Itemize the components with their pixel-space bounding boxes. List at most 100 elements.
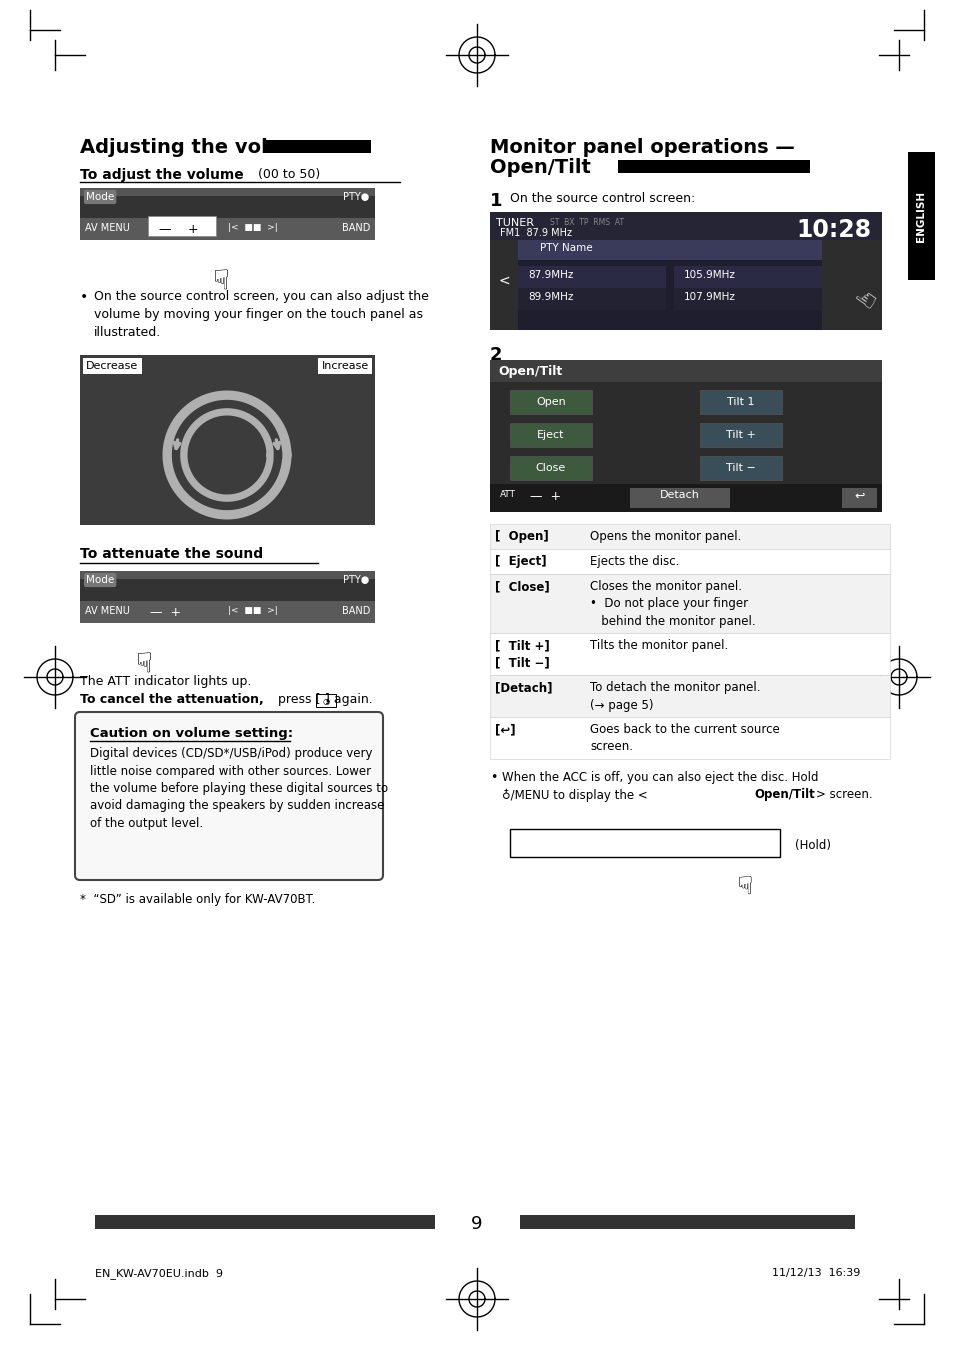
Text: 10:28: 10:28: [796, 218, 871, 242]
Bar: [490, 483, 882, 512]
Bar: [618, 160, 809, 173]
Bar: [510, 390, 592, 414]
Bar: [673, 265, 821, 288]
Bar: [263, 139, 371, 153]
Text: To adjust the volume: To adjust the volume: [80, 168, 244, 181]
Bar: [510, 422, 592, 447]
Text: PTY●: PTY●: [342, 192, 369, 202]
Text: Caution on volume setting:: Caution on volume setting:: [90, 727, 293, 741]
Bar: [490, 524, 889, 548]
Bar: [841, 487, 876, 508]
Bar: [80, 196, 375, 218]
Text: Tilts the monitor panel.: Tilts the monitor panel.: [589, 639, 727, 653]
Text: [  Eject]: [ Eject]: [495, 555, 546, 567]
Bar: [95, 1215, 435, 1229]
Text: 9: 9: [471, 1215, 482, 1233]
Bar: [80, 601, 375, 623]
Bar: [821, 240, 882, 330]
Text: Mode: Mode: [86, 192, 114, 202]
Text: TUNER: TUNER: [496, 218, 534, 227]
Text: Open/Tilt: Open/Tilt: [490, 158, 590, 177]
Text: <: <: [497, 274, 509, 288]
Text: EN_KW-AV70EU.indb  9: EN_KW-AV70EU.indb 9: [95, 1267, 223, 1280]
Text: ☞: ☞: [727, 875, 751, 898]
Text: •: •: [80, 290, 89, 305]
Text: PTY Name: PTY Name: [539, 242, 592, 253]
Text: Tilt +: Tilt +: [725, 431, 755, 440]
Bar: [490, 634, 889, 676]
Bar: [80, 188, 375, 240]
Bar: [80, 580, 375, 601]
Text: On the source control screen:: On the source control screen:: [510, 192, 695, 204]
Text: 2: 2: [490, 347, 502, 364]
Text: ATT: ATT: [499, 490, 516, 500]
Text: Detach: Detach: [659, 490, 700, 500]
Bar: [517, 240, 821, 260]
Text: |<  ■■  >|: |< ■■ >|: [228, 223, 277, 232]
Text: [↩]: [↩]: [495, 723, 515, 737]
Text: •: •: [490, 770, 497, 784]
Text: Monitor panel operations —: Monitor panel operations —: [490, 138, 794, 157]
Text: ST  BX  TP  RMS  AT: ST BX TP RMS AT: [550, 218, 623, 227]
Text: [  Open]: [ Open]: [495, 529, 548, 543]
Bar: [490, 676, 889, 718]
Text: BAND: BAND: [341, 607, 370, 616]
Text: —  +: — +: [530, 490, 560, 502]
Text: To cancel the attenuation,: To cancel the attenuation,: [80, 693, 263, 705]
Text: press [: press [: [274, 693, 320, 705]
Text: [Detach]: [Detach]: [495, 681, 552, 695]
Bar: [700, 456, 781, 481]
Bar: [490, 213, 882, 240]
Text: 11/12/13  16:39: 11/12/13 16:39: [771, 1267, 859, 1278]
Text: ↩: ↩: [854, 490, 864, 502]
Bar: [80, 571, 375, 623]
Text: ] again.: ] again.: [325, 693, 373, 705]
Text: |<  ■■  >|: |< ■■ >|: [228, 607, 277, 615]
Text: Closes the monitor panel.
•  Do not place your finger
   behind the monitor pane: Closes the monitor panel. • Do not place…: [589, 580, 755, 628]
Text: PTY●: PTY●: [342, 575, 369, 585]
Text: [  Tilt +]
[  Tilt −]: [ Tilt +] [ Tilt −]: [495, 639, 549, 669]
Text: (Hold): (Hold): [794, 838, 830, 852]
Text: Tilt 1: Tilt 1: [726, 397, 754, 408]
Text: Ejects the disc.: Ejects the disc.: [589, 555, 679, 567]
Text: 89.9MHz: 89.9MHz: [527, 292, 573, 302]
Text: To attenuate the sound: To attenuate the sound: [80, 547, 263, 561]
Bar: [80, 218, 375, 240]
Bar: [490, 360, 882, 512]
Text: Decrease: Decrease: [86, 362, 138, 371]
Text: ☞: ☞: [847, 278, 879, 310]
Bar: [700, 390, 781, 414]
Text: 107.9MHz: 107.9MHz: [683, 292, 735, 302]
Bar: [80, 355, 375, 525]
Bar: [629, 487, 729, 508]
Text: Open/Tilt: Open/Tilt: [497, 366, 561, 378]
Bar: [148, 217, 215, 236]
Bar: [519, 1215, 854, 1229]
Text: ◔: ◔: [322, 697, 330, 705]
Text: > screen.: > screen.: [815, 788, 872, 802]
Bar: [517, 265, 665, 288]
Text: +: +: [188, 223, 198, 236]
Text: Close: Close: [536, 463, 565, 473]
Bar: [490, 213, 882, 330]
Bar: [510, 456, 592, 481]
Bar: [517, 288, 665, 310]
Bar: [510, 829, 780, 857]
Text: Opens the monitor panel.: Opens the monitor panel.: [589, 529, 740, 543]
Text: To detach the monitor panel.
(→ page 5): To detach the monitor panel. (→ page 5): [589, 681, 760, 711]
Text: Goes back to the current source
screen.: Goes back to the current source screen.: [589, 723, 779, 753]
Text: BAND: BAND: [341, 223, 370, 233]
Bar: [490, 548, 889, 574]
Text: Digital devices (CD/SD*/USB/iPod) produce very
little noise compared with other : Digital devices (CD/SD*/USB/iPod) produc…: [90, 747, 388, 830]
Text: ENGLISH: ENGLISH: [915, 191, 925, 241]
Text: AV MENU: AV MENU: [85, 607, 130, 616]
Text: On the source control screen, you can also adjust the
volume by moving your fing: On the source control screen, you can al…: [94, 290, 429, 338]
Text: 87.9MHz: 87.9MHz: [527, 269, 573, 280]
Text: (00 to 50): (00 to 50): [257, 168, 320, 181]
Text: When the ACC is off, you can also eject the disc. Hold
♁/MENU to display the <: When the ACC is off, you can also eject …: [501, 770, 818, 803]
Bar: [673, 288, 821, 310]
Text: The ATT indicator lights up.: The ATT indicator lights up.: [80, 676, 251, 688]
Text: Adjusting the volume: Adjusting the volume: [80, 138, 314, 157]
Text: Open: Open: [536, 397, 565, 408]
Bar: [490, 718, 889, 760]
